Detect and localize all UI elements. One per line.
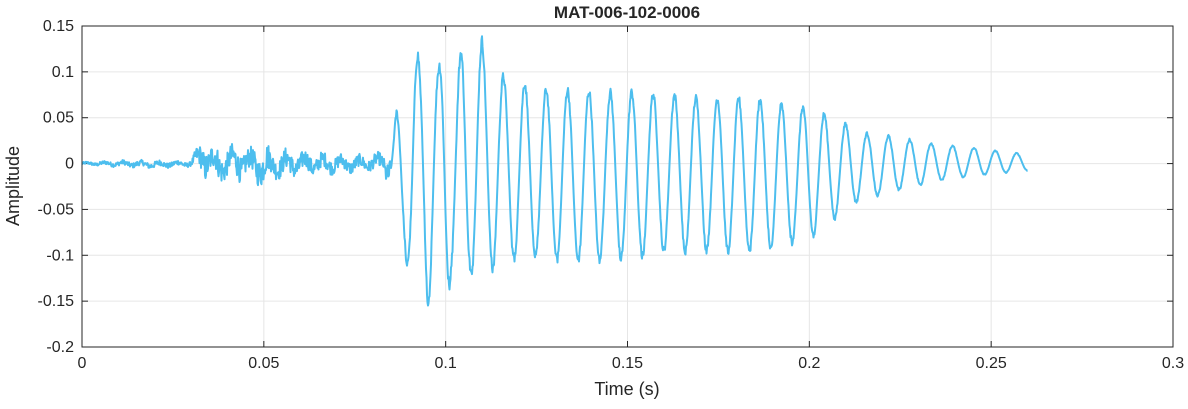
x-tick-label: 0.1 [435,355,457,372]
y-tick-label: -0.15 [38,293,75,310]
x-axis-ticks: 0 0.05 0.1 0.15 0.2 0.25 0.3 [78,26,1184,372]
y-tick-label: -0.1 [46,247,74,264]
y-tick-label: 0 [65,156,74,173]
chart-title: MAT-006-102-0006 [554,3,700,22]
x-tick-label: 0.15 [612,355,643,372]
x-tick-label: 0.2 [798,355,820,372]
x-axis-label: Time (s) [594,379,659,399]
series-line-0 [82,35,1028,307]
x-tick-label: 0 [78,355,87,372]
x-tick-label: 0.3 [1162,355,1184,372]
y-tick-label: -0.2 [46,339,74,356]
y-tick-label: 0.1 [52,64,74,81]
y-axis-ticks: -0.2 -0.15 -0.1 -0.05 0 0.05 0.1 0.15 [38,18,1173,356]
y-tick-label: 0.15 [43,18,74,35]
series-group [82,35,1028,307]
y-tick-label: 0.05 [43,110,74,127]
x-tick-label: 0.25 [976,355,1007,372]
y-axis-label: Amplitude [3,146,23,226]
y-tick-label: -0.05 [38,201,75,218]
x-tick-label: 0.05 [248,355,279,372]
axes-box [81,25,1174,348]
